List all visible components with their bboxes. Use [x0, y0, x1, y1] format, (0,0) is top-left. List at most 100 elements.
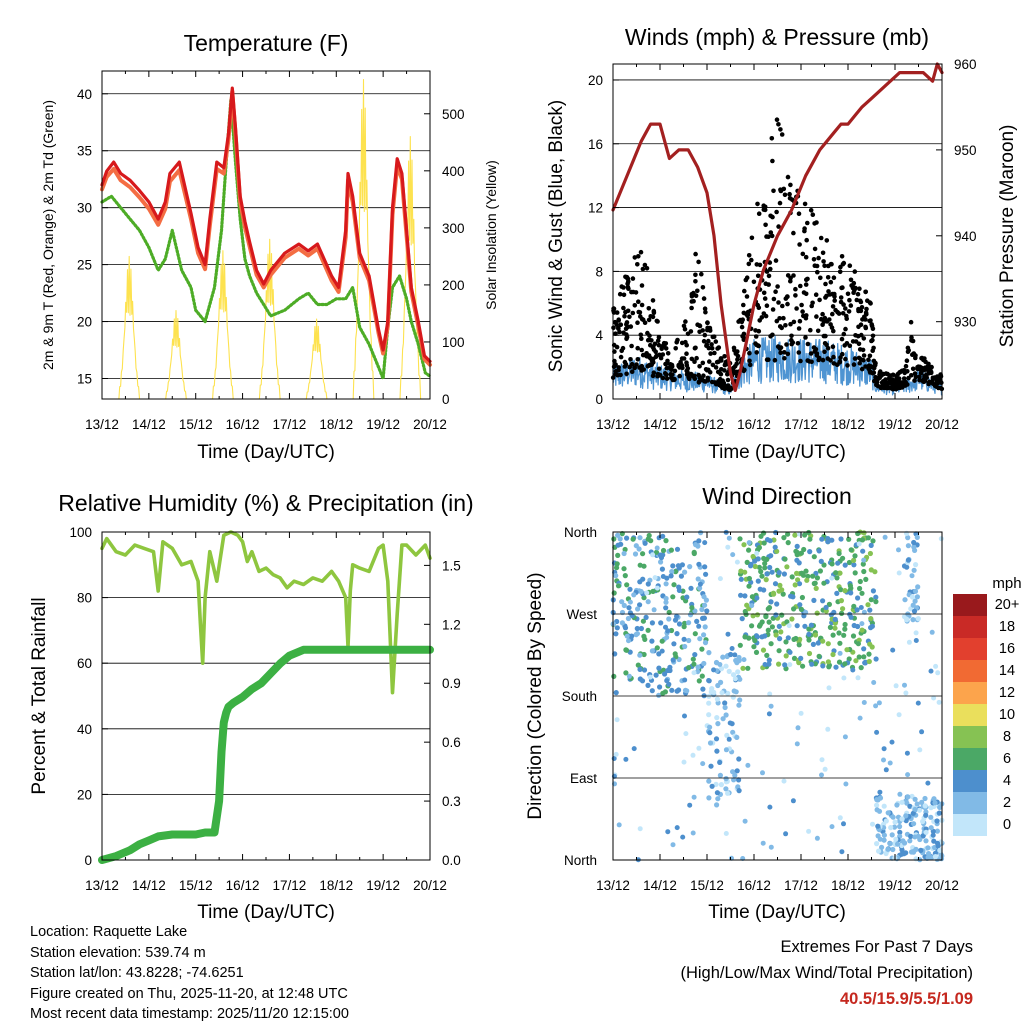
wind-direction-point	[799, 570, 805, 576]
wind-direction-point	[649, 688, 655, 694]
wind-direction-point	[730, 694, 736, 700]
wind-direction-point	[826, 664, 832, 670]
gust-point	[703, 367, 709, 372]
wind-direction-point	[881, 832, 888, 838]
gust-point	[645, 330, 650, 336]
wind-direction-point	[732, 676, 738, 682]
wind-direction-point	[777, 582, 783, 589]
wind-direction-point	[734, 734, 740, 741]
wind-direction-point	[860, 561, 866, 567]
wind-direction-point	[842, 734, 848, 740]
legend-swatch	[953, 682, 987, 704]
gust-point	[635, 345, 640, 351]
wind-direction-point	[611, 536, 617, 542]
wind-direction-point	[764, 571, 770, 577]
wind-direction-point	[687, 612, 694, 618]
wind-direction-point	[714, 802, 720, 808]
station-location: Location: Raquette Lake	[30, 924, 188, 940]
wind-direction-point	[665, 829, 671, 835]
wind-direction-point	[742, 818, 748, 824]
gust-point	[768, 230, 774, 235]
gust-point	[840, 311, 846, 316]
wind-direction-point	[676, 584, 682, 590]
wind-direction-point	[823, 604, 829, 611]
gust-point	[809, 303, 814, 309]
y2-tick-label: 0.3	[442, 794, 461, 809]
wind-direction-point	[795, 577, 801, 583]
gust-point	[652, 341, 658, 347]
wind-direction-point	[875, 823, 881, 829]
wind-direction-point	[928, 814, 934, 820]
gust-point	[845, 363, 850, 368]
gust-point	[636, 299, 641, 305]
gust-point	[772, 357, 778, 363]
gust-point	[804, 277, 809, 283]
wind-direction-point	[619, 620, 626, 626]
wind-direction-point	[837, 640, 843, 646]
gust-point	[773, 258, 779, 263]
gust-point	[785, 174, 791, 180]
wind-direction-point	[686, 637, 692, 644]
gust-point	[803, 315, 809, 321]
gust-point	[787, 191, 792, 197]
gust-point	[650, 298, 656, 303]
wind-direction-point	[687, 564, 693, 570]
gust-point	[776, 224, 781, 229]
gust-point	[873, 374, 878, 380]
gust-point	[868, 364, 874, 369]
gust-point	[844, 313, 849, 319]
gust-point	[828, 279, 834, 285]
wind-direction-point	[652, 575, 658, 581]
wind-direction-point	[795, 725, 801, 731]
wind-direction-point	[867, 607, 873, 613]
wind-direction-point	[725, 790, 731, 796]
gust-point	[707, 326, 713, 332]
wind-direction-point	[724, 732, 730, 739]
wind-direction-point	[637, 535, 643, 541]
gust-point	[697, 375, 703, 381]
gust-point	[823, 281, 828, 287]
gust-point	[672, 368, 678, 374]
gust-point	[654, 318, 660, 324]
gust-point	[646, 306, 652, 311]
gust-point	[871, 345, 876, 351]
y-tick-label: 100	[69, 525, 92, 540]
gust-point	[682, 326, 688, 332]
wind-direction-point	[867, 641, 873, 647]
wind-direction-point	[771, 591, 777, 597]
wind-direction-point	[754, 612, 761, 618]
gust-point	[796, 350, 802, 355]
wind-direction-point	[796, 642, 802, 648]
gust-point	[770, 158, 775, 164]
wind-direction-point	[836, 659, 843, 665]
gust-point	[747, 362, 753, 368]
gust-point	[722, 368, 727, 373]
gust-point	[804, 237, 809, 243]
wind-direction-point	[614, 717, 620, 723]
wind-direction-point	[836, 550, 842, 557]
wind-direction-point	[903, 813, 909, 819]
gust-point	[770, 332, 775, 338]
wind-direction-point	[785, 635, 791, 641]
wind-direction-point	[649, 638, 655, 644]
y-tick-label: 60	[77, 656, 92, 671]
gust-point	[777, 316, 782, 321]
wind-direction-point	[725, 544, 731, 550]
gust-point	[770, 214, 775, 220]
wind-direction-point	[752, 637, 758, 644]
wind-direction-point	[820, 638, 826, 644]
wind-direction-point	[672, 651, 678, 657]
gust-point	[749, 235, 755, 241]
wind-direction-point	[674, 613, 680, 619]
wind-direction-point	[692, 608, 698, 614]
gust-point	[622, 314, 627, 319]
gust-point	[780, 303, 785, 309]
wind-direction-point	[674, 546, 681, 552]
gust-point	[693, 279, 698, 284]
wind-direction-point	[868, 625, 874, 631]
wind-direction-point	[611, 673, 617, 680]
gust-point	[685, 369, 690, 375]
wind-direction-point	[856, 541, 862, 547]
gust-point	[910, 366, 916, 372]
gust-point	[632, 303, 638, 308]
